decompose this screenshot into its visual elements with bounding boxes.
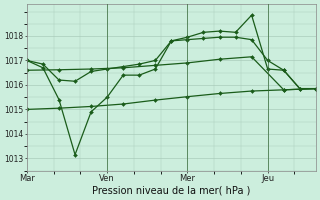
X-axis label: Pression niveau de la mer( hPa ): Pression niveau de la mer( hPa ) [92,186,251,196]
